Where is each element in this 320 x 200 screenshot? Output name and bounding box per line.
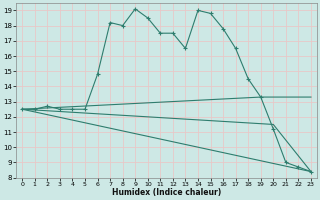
X-axis label: Humidex (Indice chaleur): Humidex (Indice chaleur) bbox=[112, 188, 221, 197]
